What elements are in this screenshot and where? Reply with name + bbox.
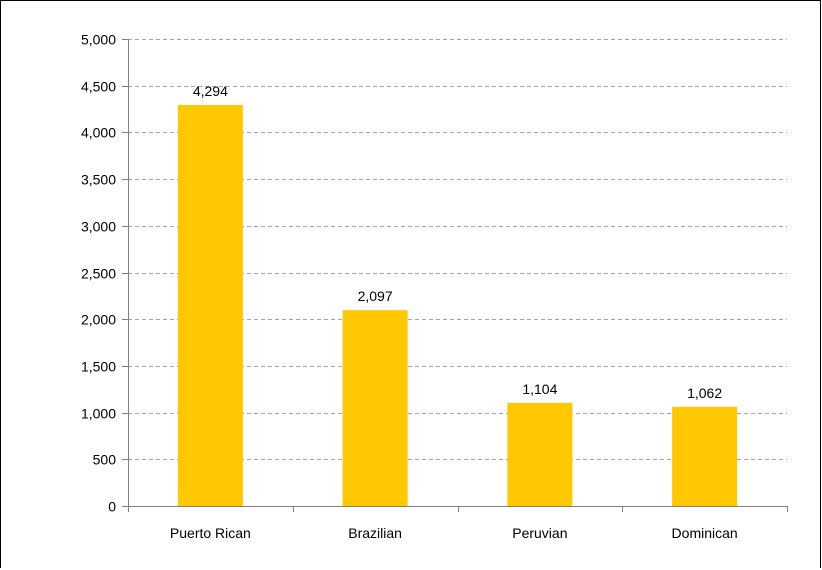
x-category-label: Puerto Rican <box>170 525 251 541</box>
y-tick-label: 0 <box>108 499 116 515</box>
bars <box>177 104 738 506</box>
y-tick-label: 3,000 <box>81 219 116 235</box>
labels: 0 500 1,000 1,500 2,000 2,500 3,000 3,500 4,000 4… <box>81 32 738 542</box>
y-tick-label: 500 <box>93 452 117 468</box>
data-label: 2,097 <box>358 288 393 304</box>
y-tick-label: 4,500 <box>81 79 116 95</box>
data-label: 4,294 <box>193 83 228 99</box>
y-tick-label: 1,000 <box>81 406 116 422</box>
y-tick-label: 1,500 <box>81 359 116 375</box>
y-tick-label: 2,000 <box>81 312 116 328</box>
data-label: 1,062 <box>687 385 722 401</box>
x-category-label: Brazilian <box>348 525 402 541</box>
bar <box>342 310 408 506</box>
data-label: 1,104 <box>522 381 557 397</box>
bar <box>177 104 243 506</box>
x-category-label: Peruvian <box>512 525 567 541</box>
y-tick-label: 4,000 <box>81 125 116 141</box>
y-tick-label: 2,500 <box>81 266 116 282</box>
axes <box>122 39 788 512</box>
bar <box>507 402 573 506</box>
y-tick-label: 3,500 <box>81 172 116 188</box>
y-tick-label: 5,000 <box>81 32 116 48</box>
x-category-label: Dominican <box>672 525 738 541</box>
bar <box>672 406 738 506</box>
